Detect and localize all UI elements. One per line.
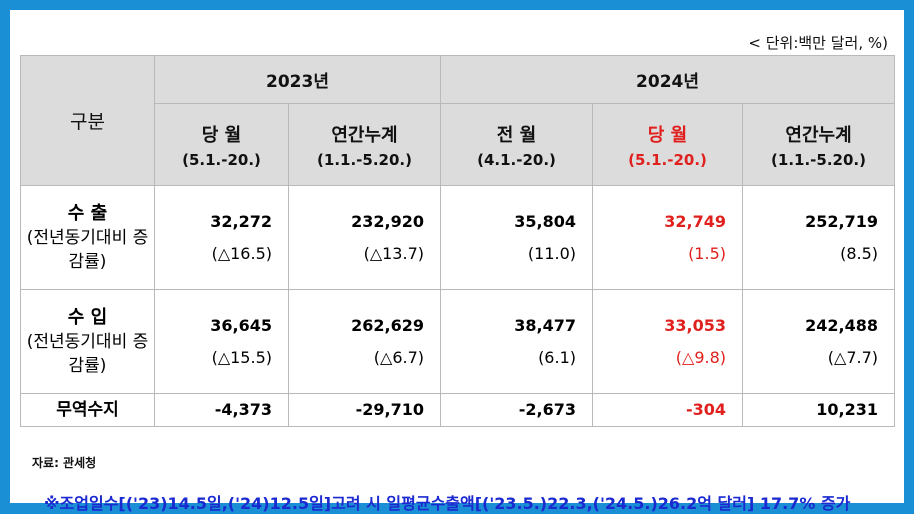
col-header-2024-month: 당 월 (5.1.-20.) [592,103,743,186]
export-change: (11.0) [527,243,576,263]
import-value: 262,629 [351,315,424,335]
balance-cell: -4,373 [154,393,289,427]
col-title: 당 월 [647,124,688,146]
import-row: 수 입 (전년동기대비 증감률) 36,645 (△15.5) 262,629 (△… [20,289,896,394]
trade-table: 구분 2023년 2024년 당 월 (5.1.-20.) 연간누계 (1.1.… [20,55,896,427]
import-cell: 38,477 (6.1) [440,289,593,394]
col-title: 연간누계 [331,124,398,146]
export-change: (1.5) [688,243,726,263]
export-row: 수 출 (전년동기대비 증감률) 32,272 (△16.5) 232,920 (△… [20,185,896,290]
import-change: (△6.7) [373,347,424,367]
export-value: 32,749 [664,211,726,231]
col-header-2023-cumulative: 연간누계 (1.1.-5.20.) [288,103,441,186]
col-title: 전 월 [496,124,537,146]
unit-label: < 단위:백만 달러, %) [748,34,888,52]
category-header: 구분 [20,55,155,186]
export-value: 252,719 [805,211,879,231]
export-change: (△13.7) [363,243,424,263]
export-cell: 252,719 (8.5) [741,185,896,290]
import-value: 242,488 [805,315,879,335]
export-label-sub: (전년동기대비 증감률) [26,227,149,272]
col-header-2023-month: 당 월 (5.1.-20.) [154,103,289,186]
balance-value: -4,373 [214,400,272,419]
export-value: 32,272 [210,211,272,231]
import-label-sub: (전년동기대비 증감률) [26,331,149,376]
export-value: 232,920 [351,211,424,231]
export-change: (8.5) [840,243,879,263]
col-title: 연간누계 [785,124,852,146]
col-period: (5.1.-20.) [182,150,261,169]
import-cell: 262,629 (△6.7) [288,289,441,394]
balance-value: -29,710 [355,400,424,419]
balance-value: -304 [685,400,726,419]
balance-cell: -2,673 [440,393,593,427]
export-change: (△16.5) [211,243,272,263]
col-period: (4.1.-20.) [477,150,556,169]
footnote: ※조업일수[('23)14.5일,('24)12.5일]고려 시 일평균수출액[… [44,494,851,513]
source-label: 자료: 관세청 [32,456,97,470]
import-cell-highlight: 33,053 (△9.8) [592,289,743,394]
import-value: 36,645 [210,315,272,335]
import-cell: 242,488 (△7.7) [741,289,896,394]
col-header-2024-cumulative: 연간누계 (1.1.-5.20.) [741,103,896,186]
export-cell-highlight: 32,749 (1.5) [592,185,743,290]
balance-value: -2,673 [518,400,576,419]
balance-cell-highlight: -304 [592,393,743,427]
col-period: (1.1.-5.20.) [317,150,412,169]
balance-label: 무역수지 [20,393,155,427]
col-title: 당 월 [201,124,242,146]
import-label: 수 입 (전년동기대비 증감률) [20,289,155,394]
export-label-main: 수 출 [67,202,108,224]
export-value: 35,804 [514,211,576,231]
import-value: 38,477 [514,315,576,335]
import-label-main: 수 입 [67,306,108,328]
balance-cell: 10,231 [741,393,896,427]
report-card: < 단위:백만 달러, %) 구분 2023년 2024년 당 월 (5.1.-… [10,10,904,513]
col-period: (5.1.-20.) [628,150,707,169]
import-change: (△9.8) [675,347,726,367]
export-cell: 32,272 (△16.5) [154,185,289,290]
balance-cell: -29,710 [288,393,441,427]
balance-value: 10,231 [816,400,879,419]
import-cell: 36,645 (△15.5) [154,289,289,394]
col-period: (1.1.-5.20.) [771,150,866,169]
balance-row: 무역수지 -4,373 -29,710 -2,673 -304 10,231 [20,393,896,427]
export-cell: 35,804 (11.0) [440,185,593,290]
import-value: 33,053 [664,315,726,335]
year-2023-header: 2023년 [154,55,441,104]
import-change: (△15.5) [211,347,272,367]
import-change: (6.1) [538,347,576,367]
export-cell: 232,920 (△13.7) [288,185,441,290]
year-2024-header: 2024년 [439,55,896,104]
col-header-2024-prev-month: 전 월 (4.1.-20.) [440,103,593,186]
export-label: 수 출 (전년동기대비 증감률) [20,185,155,290]
import-change: (△7.7) [827,347,879,367]
